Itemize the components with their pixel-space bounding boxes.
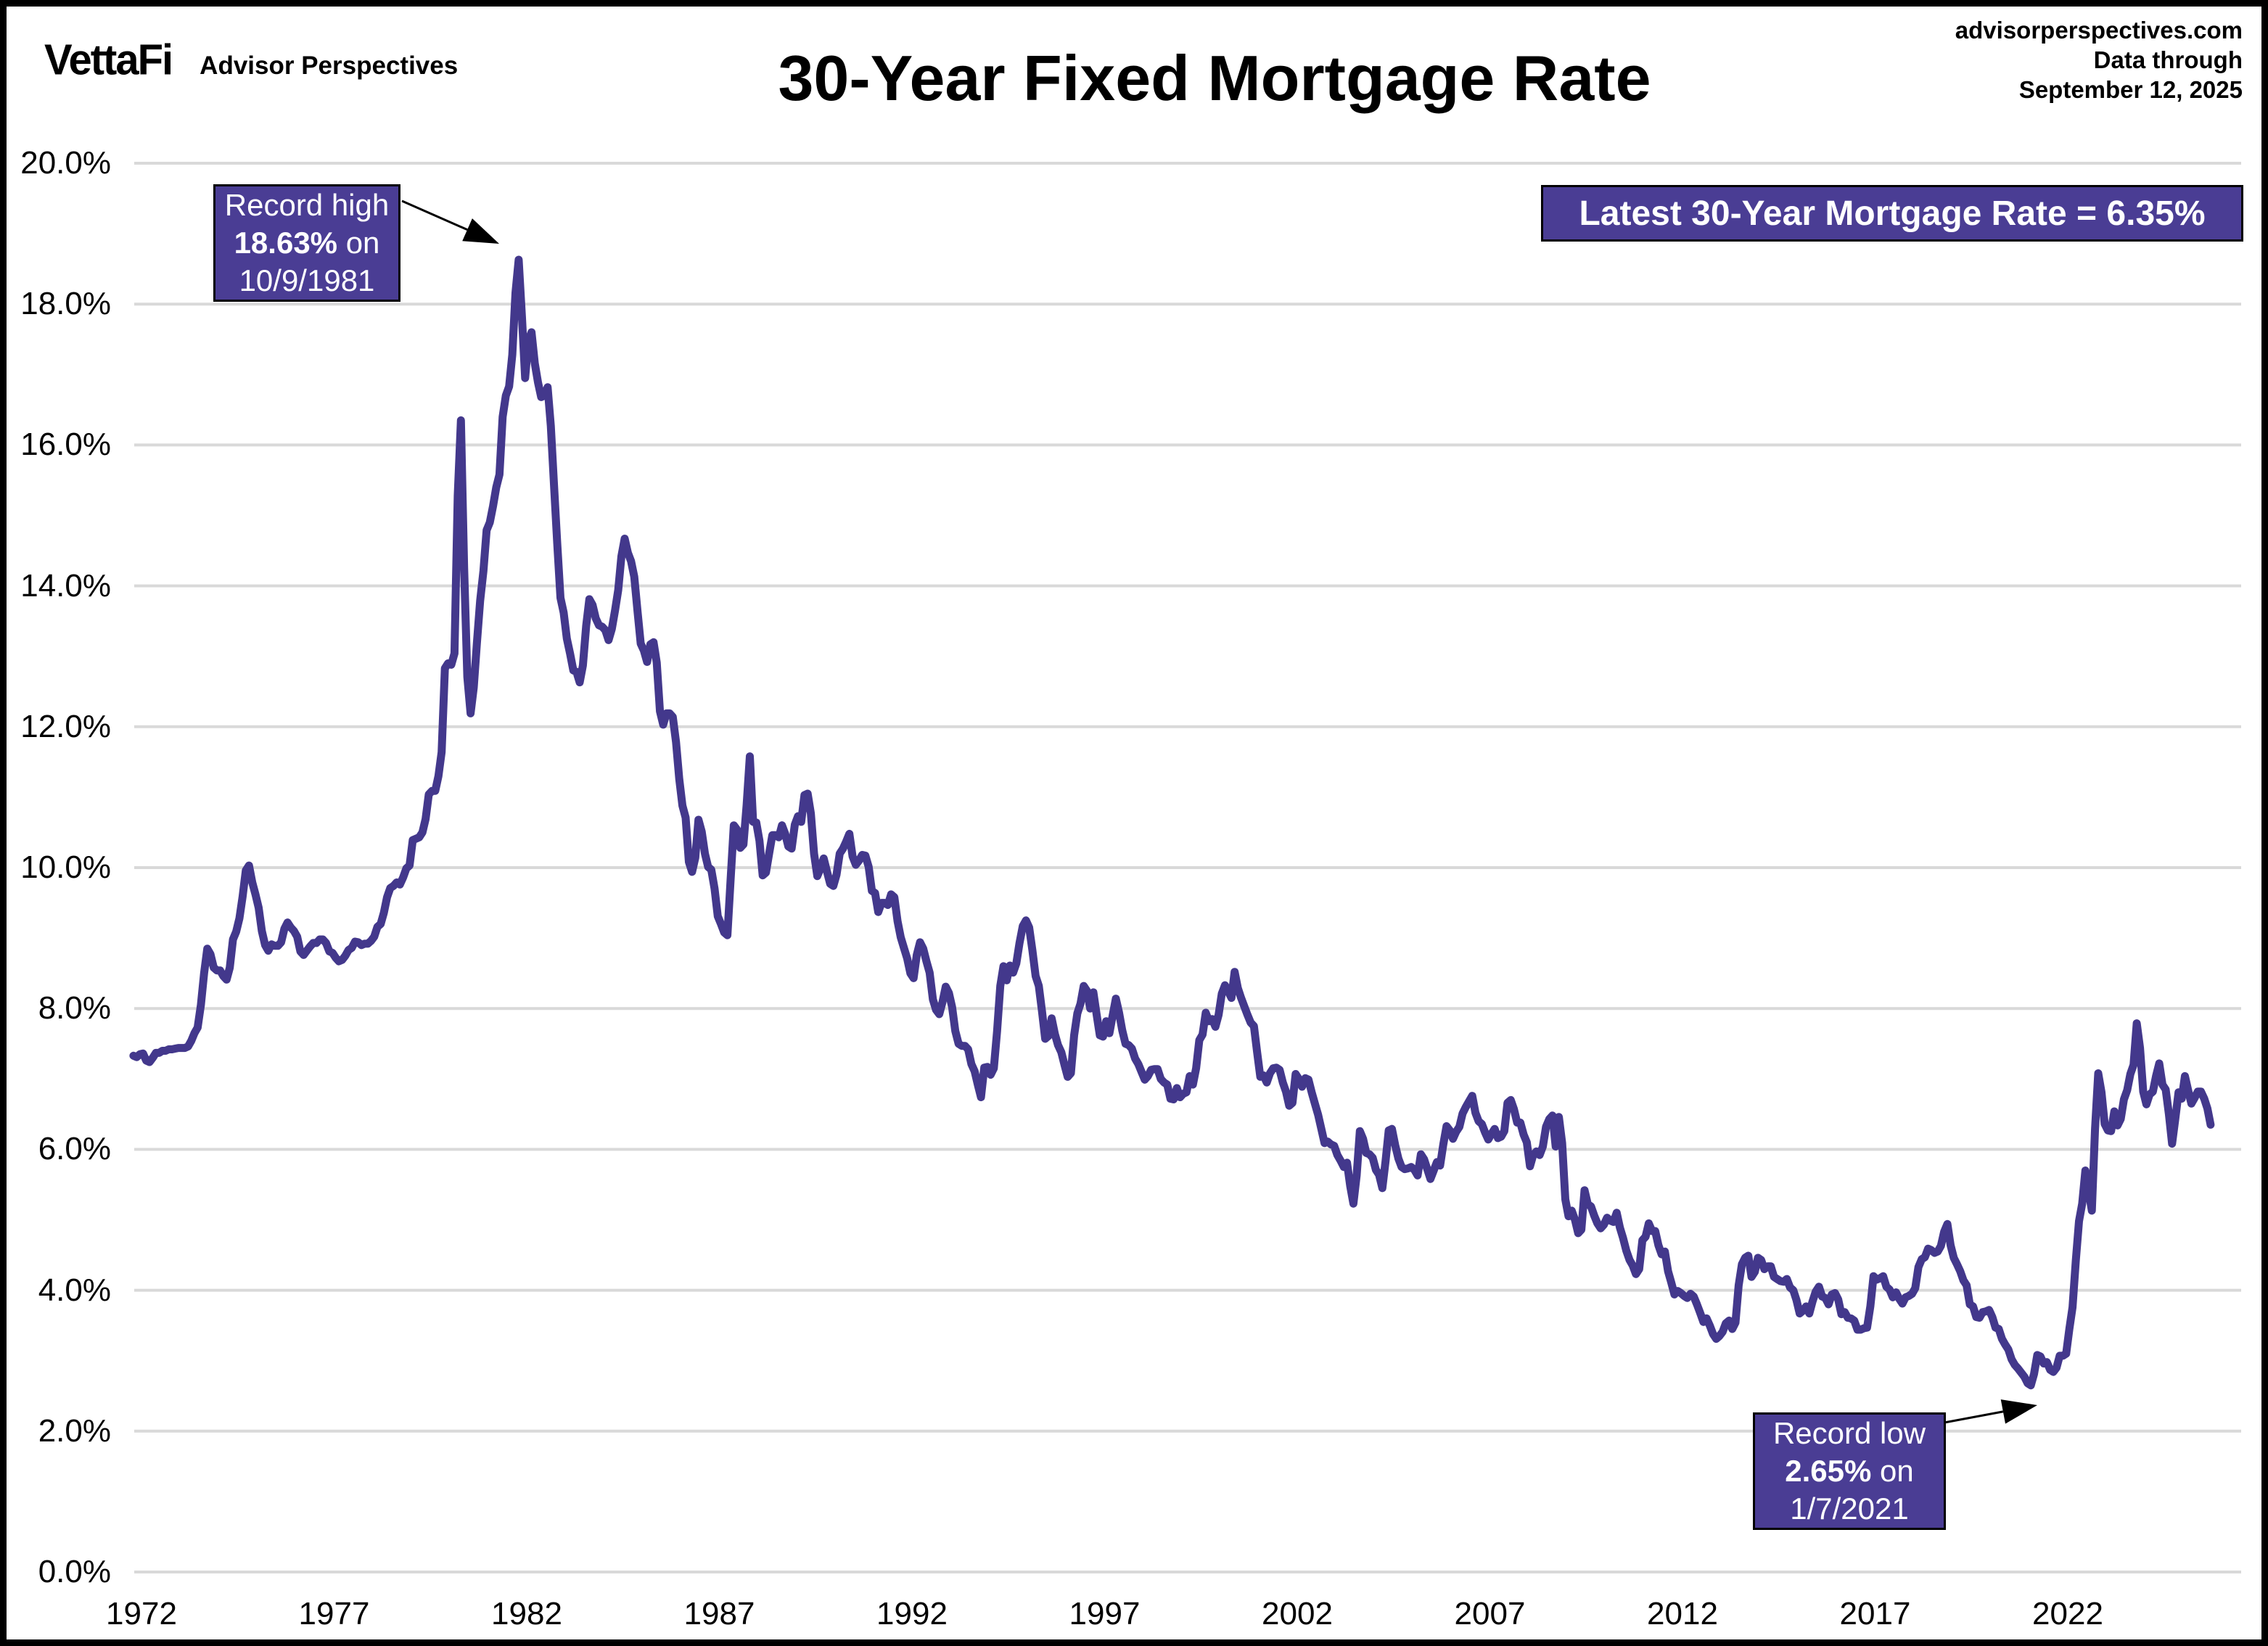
y-tick-10: 10.0% — [20, 849, 111, 885]
record-high-callout: Record high 18.63% on 10/9/1981 — [213, 184, 400, 302]
page-title: 30-Year Fixed Mortgage Rate — [778, 42, 1651, 114]
mortgage-rate-chart — [129, 162, 2241, 1573]
brand-block: VettaFi Advisor Perspectives — [44, 36, 458, 84]
source-attribution: advisorperspectives.com Data through Sep… — [1955, 15, 2243, 104]
latest-rate-text: Latest 30-Year Mortgage Rate = 6.35% — [1579, 194, 2206, 233]
record-high-label: Record high — [224, 188, 390, 222]
x-tick-2017: 2017 — [1839, 1596, 1911, 1631]
y-tick-14: 14.0% — [20, 567, 111, 604]
record-low-arrow-head — [2000, 1399, 2037, 1424]
x-tick-1987: 1987 — [683, 1596, 755, 1631]
record-high-date: 10/9/1981 — [239, 263, 375, 297]
record-low-label: Record low — [1772, 1416, 1926, 1450]
record-low-callout: Record low 2.65% on 1/7/2021 — [1753, 1412, 1946, 1530]
record-high-arrow-head — [462, 218, 499, 244]
x-tick-2022: 2022 — [2032, 1596, 2103, 1631]
record-low-arrow-line — [1944, 1410, 2004, 1424]
data-through-label: Data through — [2093, 46, 2243, 73]
y-tick-12: 12.0% — [20, 708, 111, 744]
x-tick-2002: 2002 — [1262, 1596, 1333, 1631]
x-tick-2012: 2012 — [1647, 1596, 1718, 1631]
record-high-value-line: 18.63% on — [234, 226, 380, 260]
x-tick-1992: 1992 — [876, 1596, 948, 1631]
x-tick-1972: 1972 — [106, 1596, 177, 1631]
x-tick-1977: 1977 — [298, 1596, 370, 1631]
y-tick-16: 16.0% — [20, 427, 111, 463]
advisor-perspectives-label: Advisor Perspectives — [200, 52, 459, 80]
y-tick-4: 4.0% — [38, 1272, 111, 1308]
x-tick-1982: 1982 — [491, 1596, 562, 1631]
y-tick-0: 0.0% — [38, 1554, 111, 1589]
latest-rate-banner: Latest 30-Year Mortgage Rate = 6.35% — [1541, 185, 2243, 242]
record-low-date: 1/7/2021 — [1790, 1491, 1909, 1526]
x-tick-2007: 2007 — [1454, 1596, 1526, 1631]
record-low-value-line: 2.65% on — [1785, 1454, 1914, 1488]
source-url: advisorperspectives.com — [1955, 17, 2243, 44]
y-tick-6: 6.0% — [38, 1131, 111, 1167]
x-tick-1997: 1997 — [1069, 1596, 1141, 1631]
mortgage-rate-line — [129, 255, 2215, 1390]
data-through-date: September 12, 2025 — [2018, 76, 2243, 103]
y-tick-18: 18.0% — [20, 286, 111, 322]
y-tick-20: 20.0% — [20, 145, 111, 181]
vettafi-logo: VettaFi — [44, 36, 173, 84]
y-tick-8: 8.0% — [38, 990, 111, 1026]
record-high-arrow-line — [401, 199, 468, 231]
y-tick-2: 2.0% — [38, 1412, 111, 1449]
